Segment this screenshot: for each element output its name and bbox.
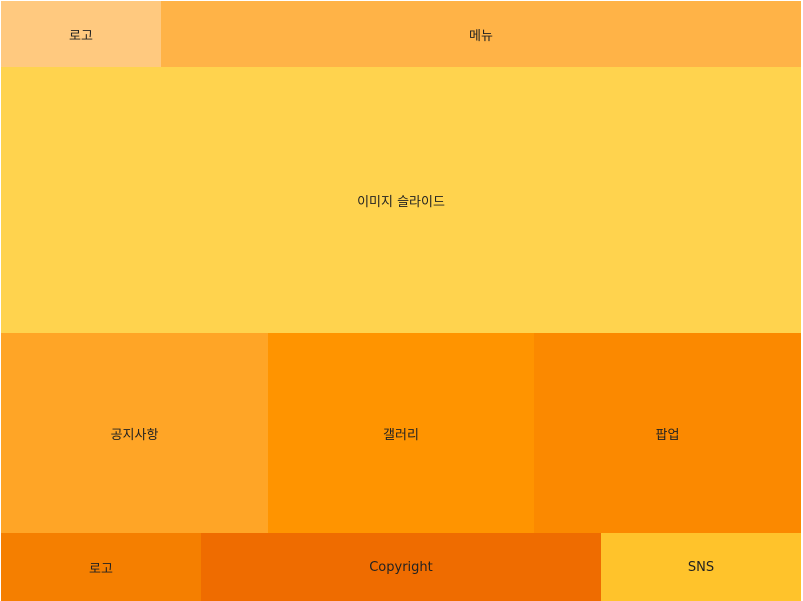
footer-copyright: Copyright bbox=[201, 533, 601, 601]
header-menu[interactable]: 메뉴 bbox=[161, 1, 801, 67]
content-section: 공지사항 갤러리 팝업 bbox=[1, 333, 801, 533]
footer-copyright-label: Copyright bbox=[369, 559, 433, 575]
notice-label: 공지사항 bbox=[110, 427, 159, 443]
notice-panel[interactable]: 공지사항 bbox=[1, 333, 268, 533]
footer-sns-label: SNS bbox=[687, 559, 715, 575]
footer-logo-label: 로고 bbox=[89, 561, 113, 577]
header-logo-label: 로고 bbox=[69, 28, 93, 44]
header: 로고 메뉴 bbox=[1, 1, 801, 67]
popup-panel[interactable]: 팝업 bbox=[534, 333, 801, 533]
header-logo[interactable]: 로고 bbox=[1, 1, 161, 67]
header-menu-label: 메뉴 bbox=[469, 28, 493, 44]
image-slider-section: 이미지 슬라이드 bbox=[1, 67, 801, 333]
image-slider-label: 이미지 슬라이드 bbox=[357, 194, 445, 210]
footer: 로고 Copyright SNS bbox=[1, 533, 801, 601]
popup-label: 팝업 bbox=[655, 427, 680, 443]
footer-logo[interactable]: 로고 bbox=[1, 533, 201, 601]
gallery-panel[interactable]: 갤러리 bbox=[268, 333, 534, 533]
image-slider[interactable]: 이미지 슬라이드 bbox=[1, 67, 801, 333]
footer-sns[interactable]: SNS bbox=[601, 533, 801, 601]
gallery-label: 갤러리 bbox=[383, 427, 419, 443]
